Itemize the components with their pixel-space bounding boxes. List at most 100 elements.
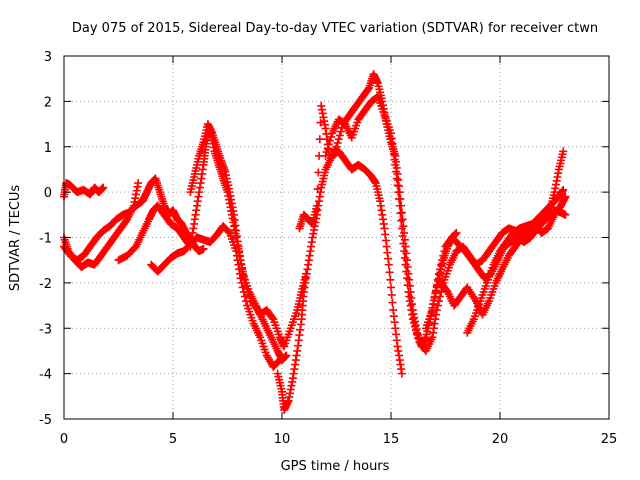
data-point bbox=[385, 268, 394, 277]
data-point bbox=[274, 357, 283, 366]
data-point bbox=[400, 247, 409, 256]
data-point bbox=[408, 315, 417, 324]
data-point bbox=[327, 132, 336, 141]
data-point bbox=[335, 131, 344, 140]
data-point bbox=[312, 201, 321, 210]
data-point bbox=[436, 292, 445, 301]
data-point bbox=[437, 260, 446, 269]
data-point bbox=[333, 138, 342, 147]
series-track-1 bbox=[60, 179, 108, 201]
data-point bbox=[316, 118, 325, 127]
data-point bbox=[452, 228, 461, 237]
data-point bbox=[410, 322, 419, 331]
x-tick-label: 20 bbox=[492, 432, 509, 447]
x-tick-label: 25 bbox=[601, 432, 618, 447]
x-tick-label: 15 bbox=[383, 432, 400, 447]
data-point bbox=[397, 216, 406, 225]
data-point bbox=[397, 369, 406, 378]
data-point bbox=[336, 127, 345, 136]
series-track-5 bbox=[147, 222, 284, 371]
data-point bbox=[412, 326, 421, 335]
data-point bbox=[402, 267, 411, 276]
data-point bbox=[332, 142, 341, 151]
data-point bbox=[325, 136, 334, 145]
series-track-12 bbox=[463, 185, 568, 337]
x-axis-label: GPS time / hours bbox=[281, 459, 390, 474]
data-point bbox=[364, 85, 373, 94]
data-point bbox=[398, 215, 407, 224]
data-point bbox=[282, 351, 291, 360]
data-point bbox=[391, 160, 400, 169]
x-tick-label: 5 bbox=[169, 432, 177, 447]
data-point bbox=[438, 256, 447, 265]
data-point bbox=[399, 239, 408, 248]
plot-points bbox=[60, 70, 570, 414]
y-tick-label: -5 bbox=[39, 413, 52, 428]
data-point bbox=[440, 247, 449, 256]
data-point bbox=[238, 283, 247, 292]
data-point bbox=[439, 251, 448, 260]
data-point bbox=[413, 330, 422, 339]
data-point bbox=[398, 231, 407, 240]
data-point bbox=[393, 181, 402, 190]
data-point bbox=[323, 144, 332, 153]
data-point bbox=[409, 318, 418, 327]
x-axis-ticks: 0 5 10 15 20 25 bbox=[60, 56, 617, 447]
x-tick-label: 10 bbox=[274, 432, 291, 447]
y-tick-label: -1 bbox=[39, 232, 52, 247]
data-point bbox=[242, 297, 251, 306]
y-axis-ticks: -5 -4 -3 -2 -1 0 1 2 3 bbox=[39, 50, 609, 428]
data-point bbox=[199, 244, 208, 253]
data-point bbox=[387, 290, 396, 299]
data-point bbox=[275, 356, 284, 365]
series-track-7 bbox=[273, 147, 406, 414]
data-point bbox=[315, 135, 324, 144]
y-tick-label: 3 bbox=[44, 50, 52, 65]
y-tick-label: 1 bbox=[44, 141, 52, 156]
series-track-3 bbox=[60, 174, 208, 265]
data-point bbox=[388, 298, 397, 307]
data-point bbox=[224, 227, 233, 236]
data-point bbox=[414, 334, 423, 343]
x-tick-label: 0 bbox=[60, 432, 68, 447]
data-point bbox=[384, 260, 393, 269]
data-point bbox=[433, 301, 442, 310]
data-point bbox=[334, 135, 343, 144]
data-point bbox=[402, 274, 411, 283]
data-point bbox=[434, 269, 443, 278]
y-tick-label: -4 bbox=[39, 368, 52, 383]
data-point bbox=[400, 253, 409, 262]
data-point bbox=[392, 167, 401, 176]
data-point bbox=[403, 281, 412, 290]
data-point bbox=[559, 147, 568, 156]
data-point bbox=[396, 209, 405, 218]
data-point bbox=[322, 148, 331, 157]
y-tick-label: -3 bbox=[39, 322, 52, 337]
data-point bbox=[392, 174, 401, 183]
data-point bbox=[99, 183, 108, 192]
data-point bbox=[428, 306, 437, 315]
data-point bbox=[268, 313, 277, 322]
data-point bbox=[561, 210, 570, 219]
y-tick-label: 2 bbox=[44, 95, 52, 110]
data-point bbox=[324, 140, 333, 149]
y-axis-label: SDTVAR / TECUs bbox=[8, 185, 23, 292]
data-point bbox=[321, 151, 330, 160]
data-point bbox=[386, 275, 395, 284]
data-point bbox=[559, 185, 568, 194]
data-point bbox=[394, 194, 403, 203]
data-point bbox=[429, 300, 438, 309]
data-point bbox=[314, 168, 323, 177]
data-point bbox=[134, 179, 143, 188]
data-point bbox=[434, 297, 443, 306]
data-point bbox=[401, 260, 410, 269]
data-point bbox=[397, 224, 406, 233]
data-point bbox=[394, 188, 403, 197]
y-tick-label: -2 bbox=[39, 277, 52, 292]
data-point bbox=[387, 283, 395, 292]
data-point bbox=[395, 201, 404, 210]
data-point bbox=[436, 265, 445, 274]
data-point bbox=[431, 287, 440, 296]
data-point bbox=[313, 185, 322, 194]
